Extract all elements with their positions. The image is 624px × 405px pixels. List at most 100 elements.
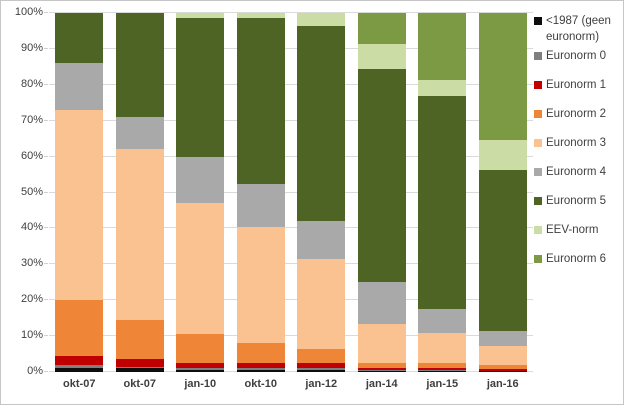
- bar-slot-jan-10: [170, 13, 231, 372]
- bar-segment: [418, 363, 467, 369]
- bar-segment: [478, 364, 527, 370]
- bar-segment: [478, 139, 527, 170]
- bar-segment: [236, 183, 285, 227]
- x-axis-tick-label: okt-07: [123, 378, 156, 390]
- x-axis-tick-label: jan-10: [184, 378, 217, 390]
- bar-segment: [115, 359, 164, 367]
- y-axis-tick-label: 30%: [20, 257, 43, 270]
- bar-segment: [55, 355, 104, 365]
- bar-segment: [297, 25, 346, 222]
- y-tick-mark: [44, 119, 48, 121]
- bar-segment: [236, 370, 285, 372]
- y-axis-tick-label: 60%: [20, 149, 43, 162]
- legend-item: Euronorm 5: [534, 193, 622, 209]
- legend-item: Euronorm 2: [534, 106, 622, 122]
- legend-label: EEV-norm: [546, 224, 599, 236]
- legend: <1987 (geen euronorm) Euronorm 0 Euronorm …: [534, 13, 622, 280]
- stacked-bar-jan-10: [176, 13, 225, 372]
- bar-segment: [418, 95, 467, 310]
- y-axis: 0% 10% 20% 30% 40% 50% 60% 70% 80% 90% 100%: [1, 6, 43, 377]
- gridline-60%: [49, 155, 533, 157]
- x-axis-tick-label: jan-12: [305, 378, 338, 390]
- bar-segment: [115, 319, 164, 360]
- bar-segment: [478, 330, 527, 347]
- bar-segment: [357, 13, 406, 44]
- y-tick-mark: [44, 155, 48, 157]
- bar-segment: [236, 368, 285, 371]
- x-axis-tick-label: jan-15: [426, 378, 459, 390]
- y-axis-tick-label: 90%: [20, 41, 43, 54]
- bar-segment: [418, 370, 467, 372]
- y-tick-mark: [44, 263, 48, 265]
- bar-segment: [236, 18, 285, 184]
- bar-segment: [55, 63, 104, 110]
- legend-label: Euronorm 6: [546, 253, 607, 265]
- bar-segment: [478, 370, 527, 372]
- bar-segment: [297, 221, 346, 259]
- bar-segment: [115, 366, 164, 369]
- bar-segment: [236, 226, 285, 344]
- y-axis-tick-label: 70%: [20, 113, 43, 126]
- y-tick-mark: [44, 299, 48, 301]
- bar-segment: [297, 258, 346, 349]
- y-tick-mark: [44, 227, 48, 229]
- bar-segment: [236, 363, 285, 369]
- legend-label: Euronorm 5: [546, 195, 607, 207]
- bar-segment: [357, 370, 406, 372]
- bar-slot-okt-10: [231, 13, 292, 372]
- bar-segment: [418, 370, 467, 371]
- y-axis-tick-label: 0%: [27, 365, 43, 377]
- bar-segment: [478, 169, 527, 331]
- y-tick-mark: [44, 371, 48, 372]
- gridline-20%: [49, 299, 533, 301]
- bar-segment: [478, 371, 527, 372]
- bar-slot-okt-07: [110, 13, 171, 372]
- gridline-70%: [49, 119, 533, 121]
- y-axis-tick-label: 40%: [20, 221, 43, 234]
- bar-segment: [176, 156, 225, 204]
- bar-segment: [418, 309, 467, 333]
- bar-segment: [357, 370, 406, 371]
- y-axis-tick-label: 80%: [20, 77, 43, 90]
- legend-label: Euronorm 2: [546, 108, 607, 120]
- y-axis-tick-label: 50%: [20, 185, 43, 198]
- y-tick-mark: [44, 335, 48, 337]
- bar-segment: [115, 13, 164, 118]
- bar-segment: [55, 13, 104, 64]
- bar-segment: [55, 300, 104, 356]
- legend-item: Euronorm 1: [534, 77, 622, 93]
- bar-segment: [55, 368, 104, 372]
- x-axis: okt-07 okt-07 jan-10 okt-10 jan-12 jan-14 jan-…: [49, 378, 533, 398]
- legend-label: <1987 (geen euronorm): [546, 15, 611, 43]
- stacked-bar-jan-15: [418, 13, 467, 372]
- bar-slot-jan-14: [352, 13, 413, 372]
- legend-item: EEV-norm: [534, 222, 622, 238]
- legend-item: Euronorm 0: [534, 48, 622, 64]
- bar-slot-jan-15: [412, 13, 473, 372]
- gridline-90%: [49, 47, 533, 49]
- bar-segment: [297, 368, 346, 371]
- bar-segment: [55, 109, 104, 301]
- bar-segment: [418, 368, 467, 371]
- bar-segment: [176, 363, 225, 368]
- legend-label: Euronorm 4: [546, 166, 607, 178]
- bar-segment: [115, 368, 164, 372]
- bar-segment: [357, 282, 406, 324]
- stacked-bar-jan-16: [478, 13, 527, 372]
- legend-item: Euronorm 3: [534, 135, 622, 151]
- bar-segment: [236, 13, 285, 19]
- gridline-100%: [49, 12, 533, 13]
- x-axis-tick-label: okt-07: [63, 378, 96, 390]
- bar-segment: [418, 13, 467, 80]
- stacked-bar-okt-07: [55, 13, 104, 372]
- gridline-30%: [49, 263, 533, 265]
- x-axis-tick-label: jan-14: [365, 378, 398, 390]
- bar-segment: [357, 43, 406, 69]
- legend-swatch-icon: [534, 81, 542, 89]
- legend-swatch-icon: [534, 110, 542, 118]
- legend-swatch-icon: [534, 197, 542, 205]
- bar-segment: [478, 369, 527, 371]
- legend-swatch-icon: [534, 17, 542, 25]
- bar-segment: [236, 343, 285, 364]
- bar-segment: [478, 346, 527, 365]
